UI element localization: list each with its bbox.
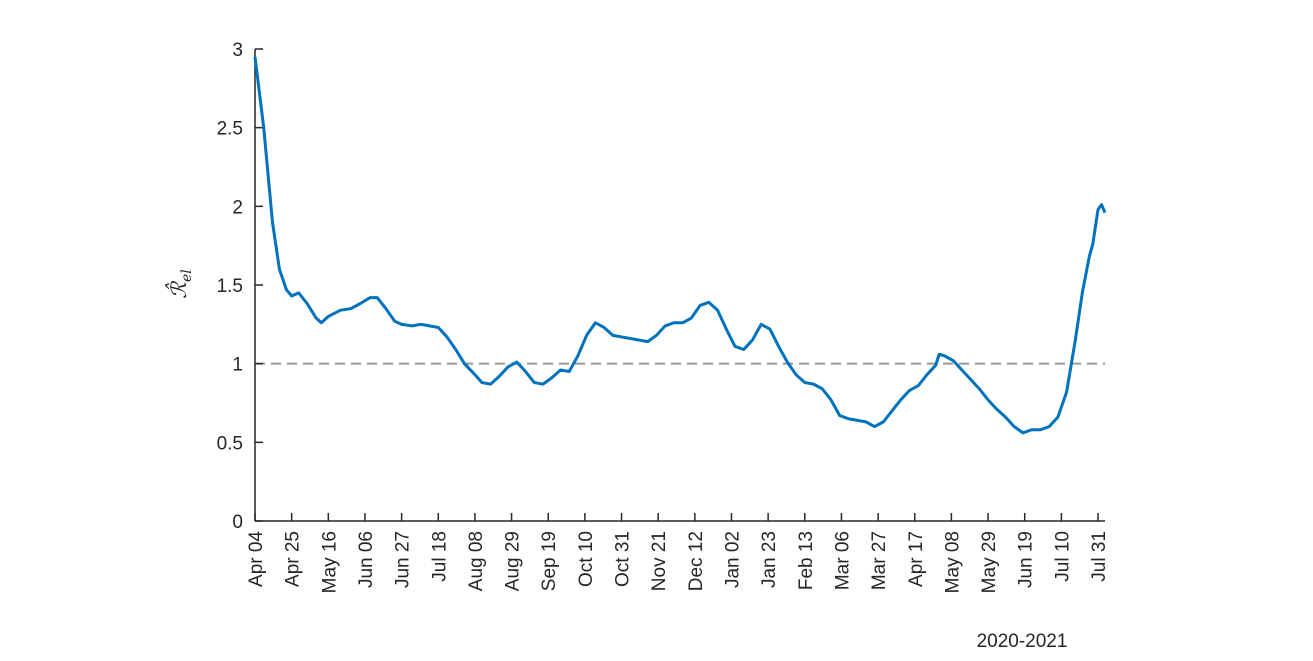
x-tick-label: Jan 02 — [722, 531, 743, 588]
data-line — [253, 56, 1107, 435]
x-tick-label: Sep 19 — [539, 531, 560, 591]
x-tick-label: Jan 23 — [759, 531, 780, 588]
x-tick-label: Jun 27 — [393, 531, 414, 588]
x-tick-label: Nov 21 — [649, 531, 670, 591]
x-tick-label: Aug 29 — [503, 531, 524, 591]
x-tick-label: Oct 10 — [576, 531, 597, 587]
x-tick-label: Dec 12 — [686, 531, 707, 591]
x-tick-label: Mar 27 — [869, 531, 890, 590]
y-axis-label-main: ℛ̂ — [165, 281, 191, 299]
y-tick-label: 2 — [232, 197, 243, 218]
x-axis-label: 2020-2021 — [977, 631, 1068, 652]
x-tick-label: May 29 — [979, 531, 1000, 593]
y-tick-label: 3 — [232, 40, 243, 61]
x-tick-label: Aug 08 — [466, 531, 487, 591]
x-tick-label: Jul 18 — [429, 531, 450, 582]
x-tick-label: May 08 — [942, 531, 963, 593]
x-tick-label: Apr 25 — [283, 531, 304, 587]
x-tick-label: Jun 19 — [1016, 531, 1037, 588]
x-tick-label: Apr 04 — [246, 531, 267, 587]
x-tick-label: May 16 — [319, 531, 340, 593]
x-tick-label: Jul 10 — [1052, 531, 1073, 582]
x-tick-label: Feb 13 — [796, 531, 817, 590]
y-axis-label: ℛ̂el — [165, 269, 195, 299]
y-axis-label-sub: el — [179, 269, 195, 282]
y-tick-label: 2.5 — [217, 119, 243, 140]
x-tick-label: Oct 31 — [613, 531, 634, 587]
y-tick-label: 0.5 — [217, 433, 243, 454]
x-tick-label: Jun 06 — [356, 531, 377, 588]
y-tick-label: 1 — [232, 355, 243, 376]
y-tick-label: 0 — [232, 512, 243, 533]
x-tick-label: Apr 17 — [906, 531, 927, 587]
y-tick-label: 1.5 — [217, 276, 243, 297]
x-tick-label: Mar 06 — [832, 531, 853, 590]
x-tick-label: Jul 31 — [1089, 531, 1110, 582]
